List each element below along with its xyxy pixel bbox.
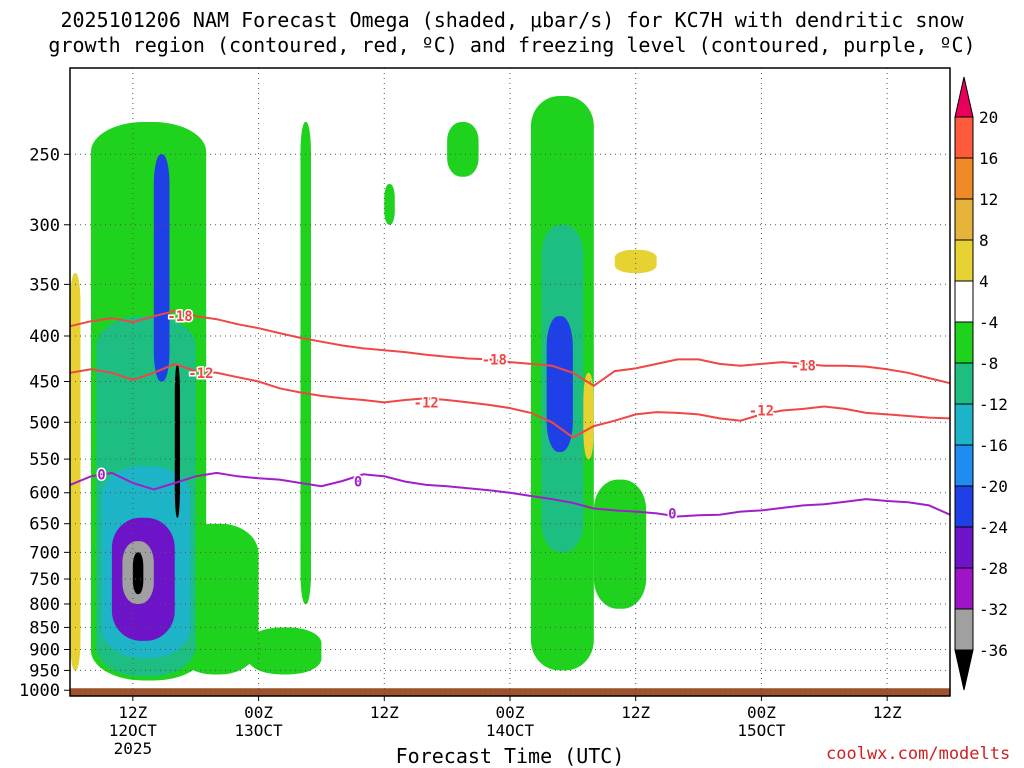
contours xyxy=(69,309,951,518)
colorbar-extend-bottom xyxy=(954,649,974,691)
y-tick-label: 450 xyxy=(29,373,60,393)
x-tick-label: 00Z xyxy=(244,703,273,722)
x-tick-label: 00Z xyxy=(496,703,525,722)
x-tick-year: 2025 xyxy=(114,739,153,758)
colorbar-box xyxy=(954,157,974,200)
ground-terrain xyxy=(70,688,950,696)
x-tick-label: 00Z xyxy=(747,703,776,722)
y-tick-label: 750 xyxy=(29,570,60,590)
colorbar-box xyxy=(954,444,974,487)
colorbar-label: -36 xyxy=(979,641,1008,660)
colorbar-label: 4 xyxy=(979,272,989,291)
omega-region-13 xyxy=(546,316,573,453)
colorbar-box xyxy=(954,239,974,282)
y-tick-label: 1000 xyxy=(19,681,60,701)
contour-label: 0 xyxy=(97,467,105,483)
colorbar-label: 16 xyxy=(979,149,998,168)
omega-region-16 xyxy=(447,122,479,177)
contour-label: 0 xyxy=(354,475,362,491)
omega-region-14 xyxy=(300,122,311,604)
colorbar-label: -8 xyxy=(979,354,998,373)
y-tick-label: 850 xyxy=(29,618,60,638)
x-tick-label: 12Z xyxy=(118,703,147,722)
contour-label: -12 xyxy=(414,395,439,411)
colorbar-label: -16 xyxy=(979,436,1008,455)
x-tick-label: 12Z xyxy=(621,703,650,722)
contour-label: 0 xyxy=(668,506,676,522)
site-credit[interactable]: coolwx.com/modelts xyxy=(826,744,1011,764)
x-tick-label: 12Z xyxy=(370,703,399,722)
contour-line--18 xyxy=(69,309,951,387)
contour-label: -18 xyxy=(791,359,816,375)
omega-region-19 xyxy=(614,249,657,274)
colorbar-box xyxy=(954,403,974,446)
x-tick-label: 12Z xyxy=(873,703,902,722)
colorbar-label: 20 xyxy=(979,108,998,127)
omega-region-15 xyxy=(384,184,395,225)
colorbar-box xyxy=(954,485,974,528)
x-tick-date: 12OCT xyxy=(109,721,158,740)
colorbar-box xyxy=(954,608,974,651)
colorbar-label: -20 xyxy=(979,477,1008,496)
chart-title-line2: growth region (contoured, red, ºC) and f… xyxy=(48,33,976,57)
colorbar-label: -28 xyxy=(979,559,1008,578)
contour-label: -12 xyxy=(188,366,213,382)
colorbar-label: -12 xyxy=(979,395,1008,414)
y-tick-label: 500 xyxy=(29,413,60,433)
contour-label: -18 xyxy=(167,309,192,325)
y-tick-label: 600 xyxy=(29,484,60,504)
contour-line-0 xyxy=(69,471,951,518)
colorbar-label: 8 xyxy=(979,231,989,250)
omega-region-18 xyxy=(583,372,594,460)
x-tick-date: 15OCT xyxy=(737,721,786,740)
chart-title-line1: 2025101206 NAM Forecast Omega (shaded, μ… xyxy=(60,8,964,32)
colorbar-label: 12 xyxy=(979,190,998,209)
y-tick-label: 350 xyxy=(29,275,60,295)
y-tick-label: 900 xyxy=(29,641,60,661)
contour-label: -18 xyxy=(482,352,507,368)
y-tick-label: 550 xyxy=(29,450,60,470)
colorbar-box xyxy=(954,362,974,405)
colorbar-box xyxy=(954,198,974,241)
omega-region-11 xyxy=(593,479,647,609)
omega-region-17 xyxy=(70,273,81,671)
y-tick-label: 300 xyxy=(29,216,60,236)
y-tick-label: 700 xyxy=(29,543,60,563)
x-axis-title: Forecast Time (UTC) xyxy=(395,744,625,768)
x-tick-date: 14OCT xyxy=(486,721,535,740)
contour-line--12 xyxy=(69,362,951,439)
colorbar-box xyxy=(954,567,974,610)
y-tick-label: 800 xyxy=(29,595,60,615)
colorbar-box xyxy=(954,526,974,569)
colorbar-extend-top xyxy=(954,76,974,118)
omega-region-2 xyxy=(248,627,322,675)
y-tick-label: 400 xyxy=(29,327,60,347)
colorbar-box xyxy=(954,321,974,364)
colorbar-label: -24 xyxy=(979,518,1008,537)
colorbar: 20 16 12 8 4 -4 -8 -12 -16 -20 -24 -28 -32 -36 xyxy=(954,76,1008,691)
y-tick-label: 650 xyxy=(29,515,60,535)
y-tick-label: 250 xyxy=(29,145,60,165)
colorbar-box xyxy=(954,116,974,159)
y-tick-label: 950 xyxy=(29,661,60,681)
omega-region-8 xyxy=(132,552,144,595)
contour-label: -12 xyxy=(749,403,774,419)
omega-region-5 xyxy=(153,154,170,382)
colorbar-box xyxy=(954,280,974,323)
colorbar-label: -32 xyxy=(979,600,1008,619)
omega-region-9 xyxy=(174,363,180,518)
x-tick-date: 13OCT xyxy=(234,721,283,740)
colorbar-label: -4 xyxy=(979,313,998,332)
